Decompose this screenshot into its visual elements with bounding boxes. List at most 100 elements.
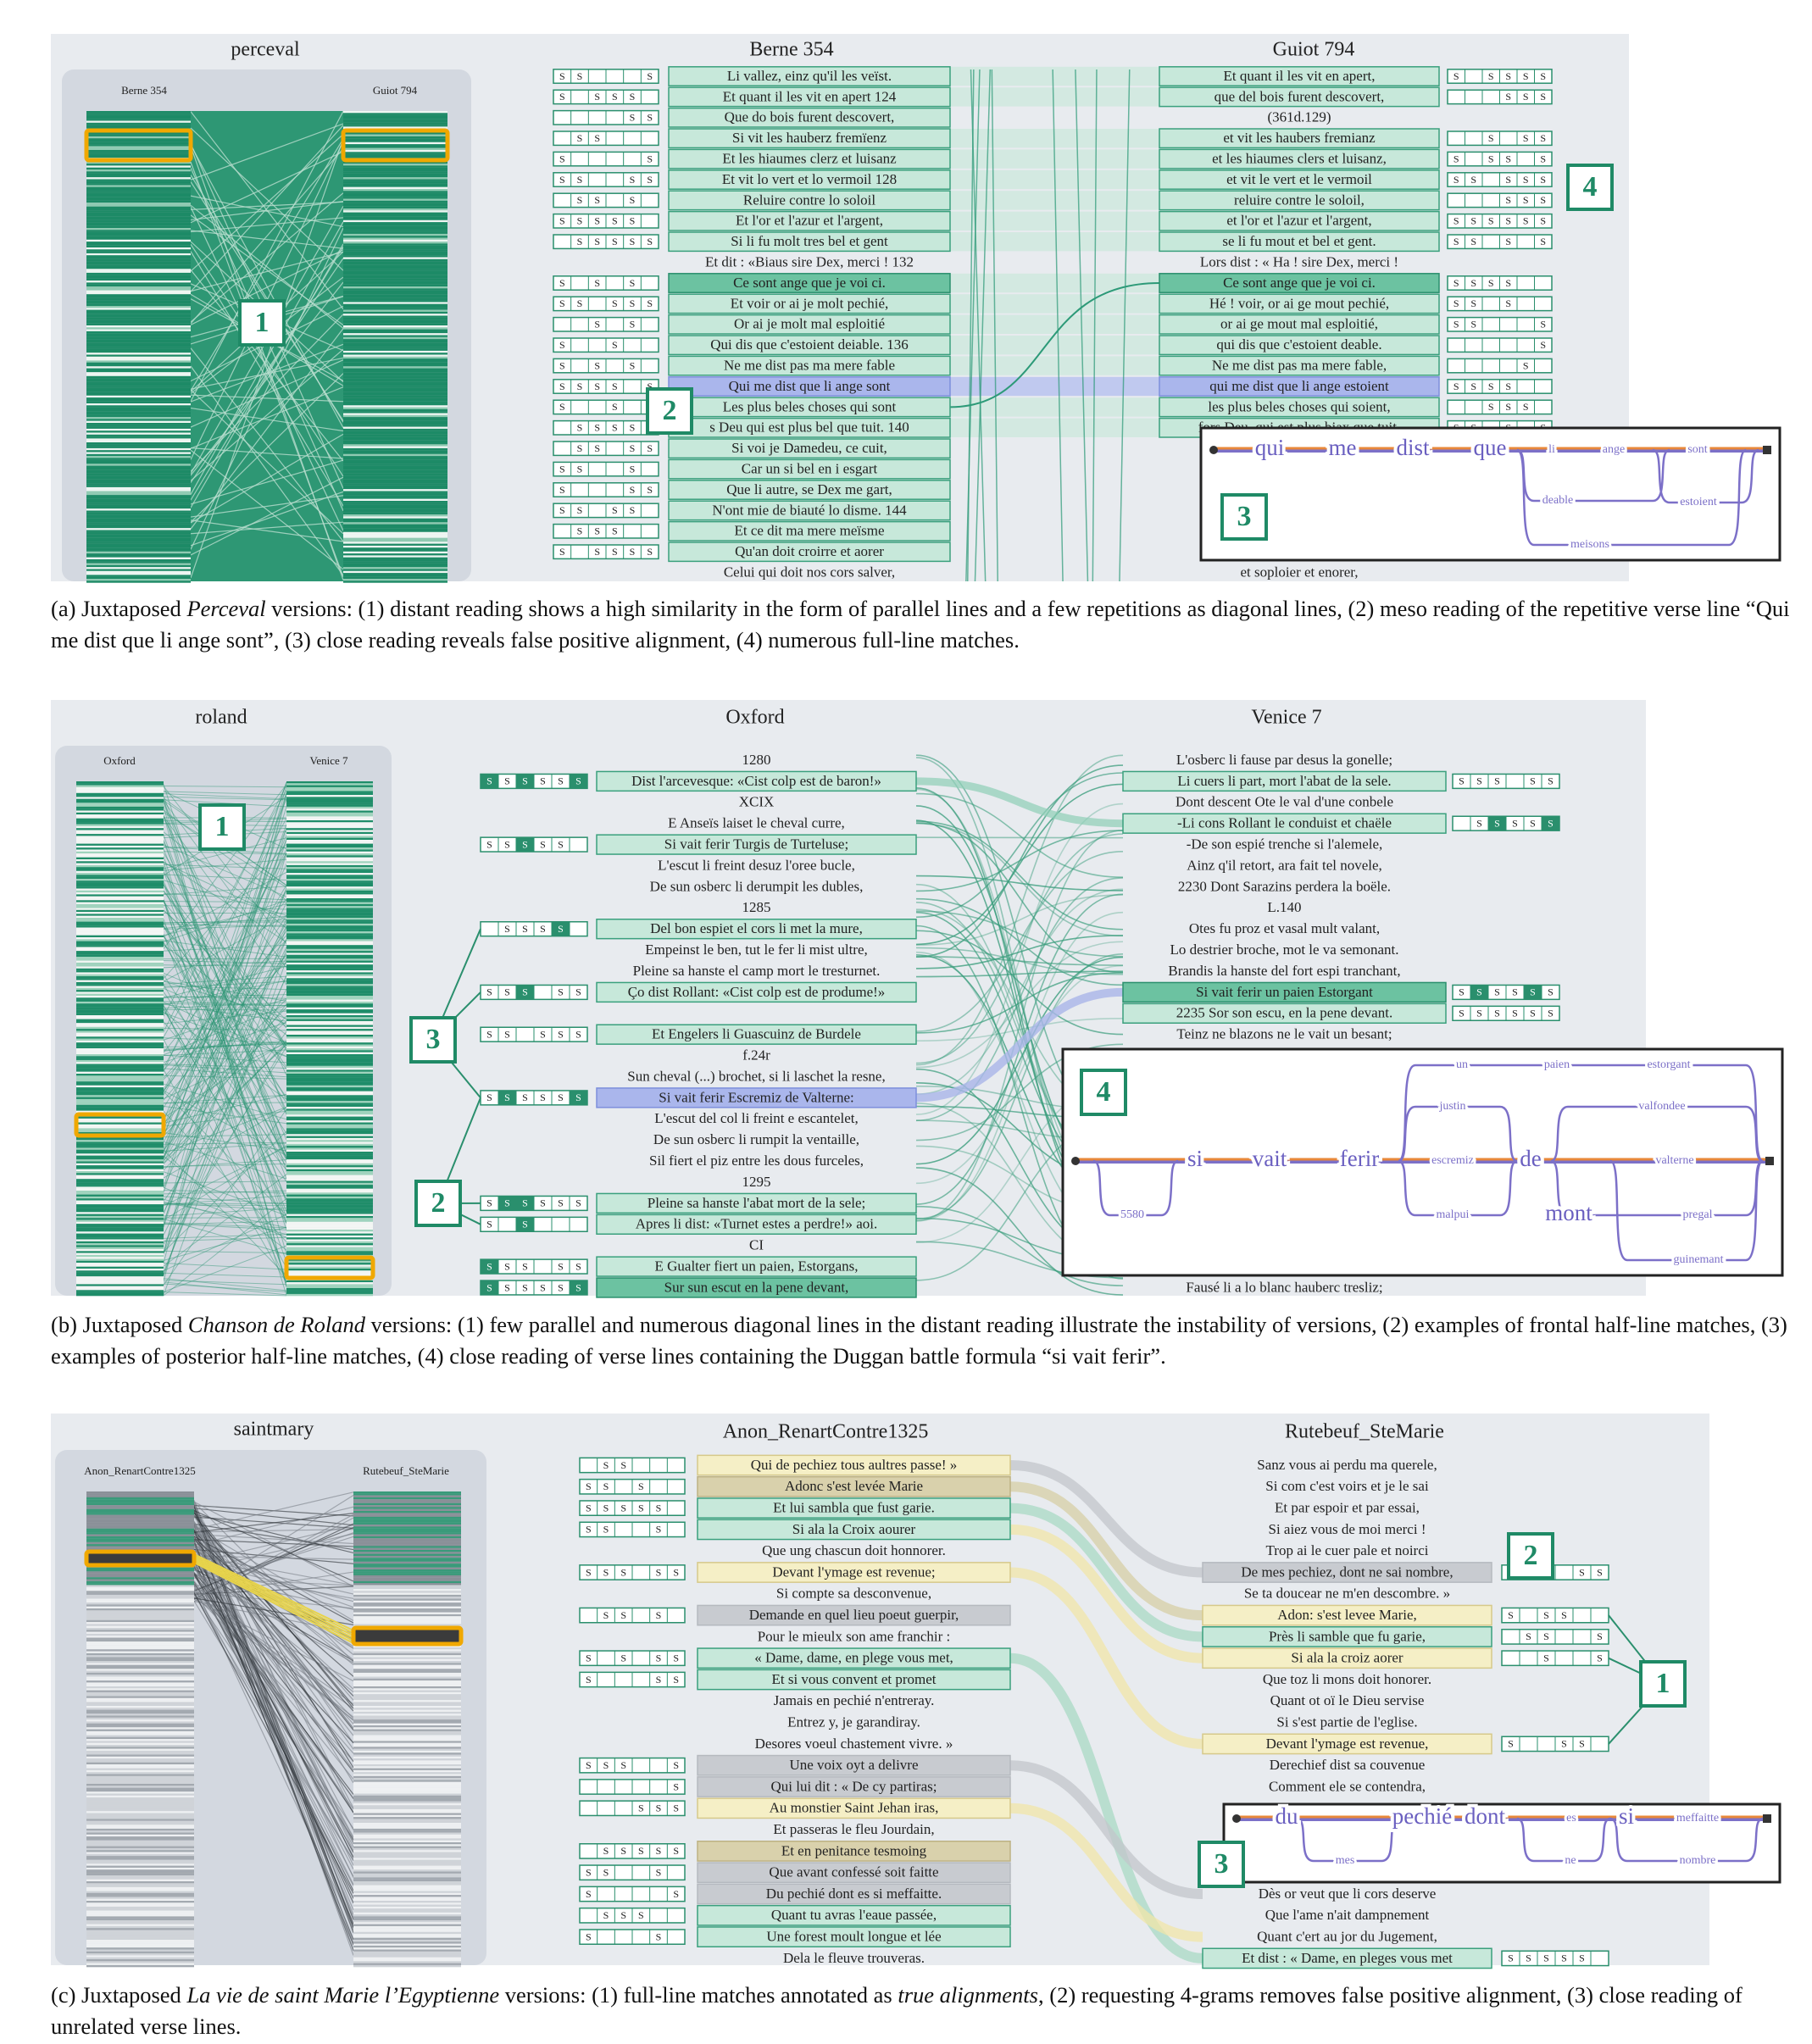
distant-stripe xyxy=(353,1651,461,1653)
s-label: S xyxy=(612,91,618,103)
distant-stripe xyxy=(86,212,191,214)
verse-line: Si compte sa desconvenue, xyxy=(776,1586,931,1602)
distant-stripe xyxy=(76,786,164,790)
distant-stripe xyxy=(353,1814,461,1818)
distant-stripe xyxy=(86,1842,194,1845)
distant-stripe xyxy=(86,1768,194,1770)
verse-row xyxy=(668,148,951,169)
distant-stripe xyxy=(353,1733,461,1736)
distant-stripe xyxy=(286,859,373,862)
distant-stripe xyxy=(76,954,164,958)
verse-row xyxy=(697,1475,1011,1497)
distant-stripe xyxy=(86,142,191,145)
distant-stripe xyxy=(353,1807,461,1809)
connector-line xyxy=(163,998,287,1125)
distant-stripe xyxy=(343,247,447,250)
distant-stripe xyxy=(353,1597,461,1599)
distant-stripe xyxy=(353,1491,461,1494)
distant-stripe xyxy=(353,1511,461,1514)
distant-stripe xyxy=(86,1850,194,1852)
s-label: S xyxy=(586,1502,592,1514)
connector-line xyxy=(193,1530,354,1649)
connector-line xyxy=(163,1278,287,1291)
distant-stripe xyxy=(86,368,191,370)
verse-row xyxy=(697,1797,1011,1819)
distant-stripe xyxy=(86,125,191,127)
distant-stripe xyxy=(76,798,164,802)
s-label: S xyxy=(1453,319,1459,330)
verse-line: les plus beles choses qui soient, xyxy=(1208,398,1390,414)
distant-stripe xyxy=(343,222,447,225)
distant-stripe xyxy=(76,984,164,986)
connector-line xyxy=(163,1196,287,1205)
distant-stripe xyxy=(86,1797,194,1800)
distant-stripe xyxy=(286,804,373,807)
connector-line xyxy=(163,980,287,1019)
distant-stripe xyxy=(343,545,447,548)
distant-stripe xyxy=(286,843,373,846)
distant-left-label: Oxford xyxy=(103,754,136,767)
distant-stripe xyxy=(76,929,164,932)
verse-row xyxy=(1159,169,1440,190)
distant-left-label: Anon_RenartContre1325 xyxy=(84,1464,195,1477)
s-label: S xyxy=(577,236,583,247)
distant-stripe xyxy=(86,1886,194,1890)
verse-row xyxy=(668,500,951,521)
distant-stripe xyxy=(86,1742,194,1746)
connector-line xyxy=(190,281,344,476)
distant-stripe xyxy=(353,1522,461,1525)
distant-stripe xyxy=(86,339,191,342)
verse-line: L.140 xyxy=(1267,899,1301,915)
distant-stripe xyxy=(86,119,191,121)
verse-line: Qui lui dit : « De cy partiras; xyxy=(771,1778,937,1794)
distant-stripe xyxy=(86,477,191,480)
s-label: S xyxy=(1540,236,1546,247)
distant-stripe xyxy=(353,1813,461,1815)
distant-stripe xyxy=(86,333,191,336)
distant-stripe xyxy=(353,1781,461,1785)
distant-stripe xyxy=(286,816,373,819)
distant-stripe xyxy=(76,1126,164,1129)
distant-stripe xyxy=(286,806,373,809)
distant-stripe xyxy=(86,1918,194,1921)
distant-stripe xyxy=(286,1023,373,1025)
distant-stripe xyxy=(343,119,447,121)
connector-line xyxy=(163,972,287,1025)
s-label: S xyxy=(1523,174,1529,186)
distant-stripe xyxy=(343,525,447,529)
verse-row xyxy=(697,1776,1011,1797)
distant-stripe xyxy=(286,1161,373,1164)
distant-stripe xyxy=(86,1667,194,1669)
distant-stripe xyxy=(286,882,373,885)
s-label: S xyxy=(1470,319,1476,330)
distant-stripe xyxy=(353,1963,461,1965)
s-label: S xyxy=(559,70,565,82)
distant-stripe xyxy=(343,423,447,425)
distant-stripe xyxy=(286,1263,373,1265)
connector-line xyxy=(190,133,344,272)
distant-stripe xyxy=(353,1564,461,1566)
graph-word: un xyxy=(1456,1058,1468,1071)
distant-stripe xyxy=(86,576,191,580)
s-label: S xyxy=(1488,277,1494,289)
s-label: S xyxy=(594,319,600,330)
distant-stripe xyxy=(353,1663,461,1665)
connector-line xyxy=(163,818,287,1038)
distant-stripe xyxy=(343,378,447,380)
distant-stripe xyxy=(286,1270,373,1273)
s-cell xyxy=(516,1217,534,1232)
connector-line xyxy=(163,1163,287,1168)
distant-stripe xyxy=(353,1739,461,1741)
distant-stripe xyxy=(86,372,191,375)
s-label: S xyxy=(594,380,600,392)
distant-stripe xyxy=(343,323,447,326)
distant-stripe xyxy=(286,1042,373,1045)
distant-stripe xyxy=(86,1937,194,1941)
connector-line xyxy=(190,151,344,224)
distant-stripe xyxy=(353,1865,461,1868)
distant-stripe xyxy=(353,1624,461,1626)
distant-stripe xyxy=(343,333,447,336)
distant-stripe xyxy=(286,1192,373,1195)
distant-stripe xyxy=(286,803,373,805)
caption-b: (b) Juxtaposed Chanson de Roland version… xyxy=(51,1309,1797,1372)
